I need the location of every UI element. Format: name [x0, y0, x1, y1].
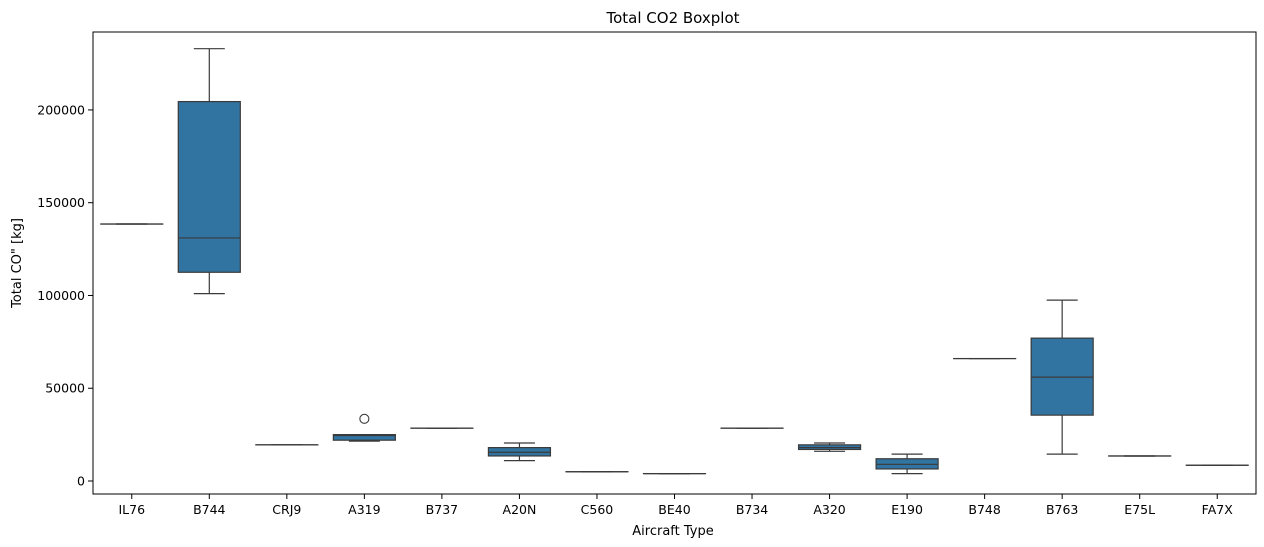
x-tick-label: A320	[813, 502, 845, 517]
y-axis-label: Total CO" [kg]	[10, 218, 25, 309]
box	[332, 434, 396, 441]
y-tick-label: 50000	[45, 381, 85, 396]
x-tick-label: BE40	[658, 502, 690, 517]
x-tick-label: E190	[891, 502, 923, 517]
box	[177, 100, 241, 273]
x-tick-label: A20N	[503, 502, 537, 517]
box-group-a319	[332, 413, 396, 442]
y-tick-label: 150000	[37, 195, 85, 210]
y-tick-label: 100000	[37, 288, 85, 303]
x-tick-label: B763	[1046, 502, 1078, 517]
x-tick-label: B744	[193, 502, 225, 517]
x-axis: IL76 B744 CRJ9 A319 B737 A20N C560 BE40 B734 A320…	[118, 494, 1233, 517]
outlier-point	[359, 413, 370, 424]
x-tick-label: CRJ9	[272, 502, 301, 517]
plot-frame	[92, 31, 1257, 495]
x-tick-label: E75L	[1124, 502, 1155, 517]
x-tick-label: FA7X	[1202, 502, 1234, 517]
box-group-b763	[1030, 299, 1094, 455]
x-axis-label: Aircraft Type	[632, 524, 713, 539]
x-tick-label: B737	[426, 502, 458, 517]
box-group-a320	[797, 442, 862, 452]
box-group-a20n	[487, 442, 552, 462]
chart-title: Total CO2 Boxplot	[605, 9, 739, 27]
box-group-e190	[875, 453, 939, 475]
x-tick-label: A319	[348, 502, 380, 517]
chart-marks	[100, 48, 1249, 475]
x-tick-label: C560	[581, 502, 614, 517]
y-tick-label: 200000	[37, 102, 85, 117]
x-tick-label: B748	[968, 502, 1000, 517]
x-tick-label: B734	[736, 502, 768, 517]
y-axis: 0 50000 100000 150000 200000	[37, 102, 93, 489]
box-group-b744	[177, 48, 241, 295]
x-tick-label: IL76	[118, 502, 145, 517]
y-tick-label: 0	[77, 474, 85, 489]
